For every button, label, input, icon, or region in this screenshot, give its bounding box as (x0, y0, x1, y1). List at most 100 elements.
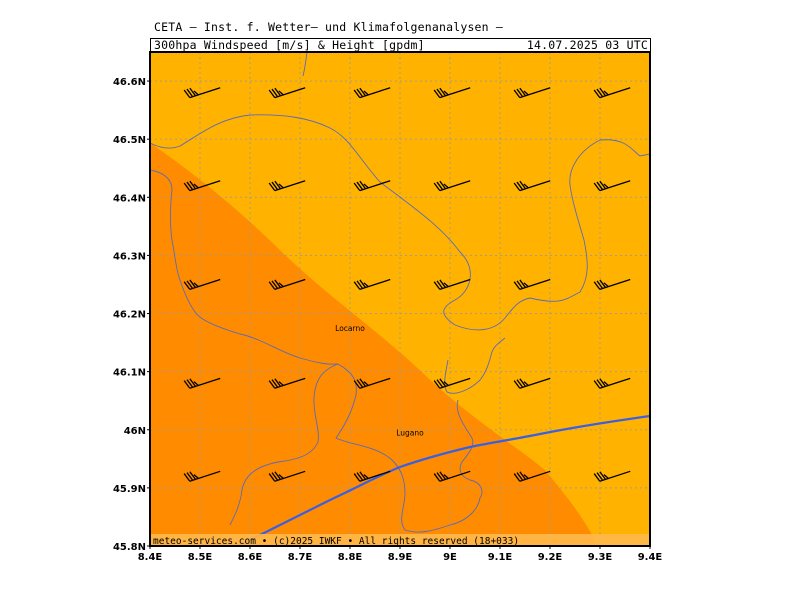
border-ticino-west (150, 169, 339, 365)
wind-barb (353, 87, 391, 99)
barb-feather (516, 280, 524, 289)
wind-barb (353, 278, 391, 291)
barb-feather (596, 181, 604, 191)
wind-barb (433, 180, 471, 192)
barb-feather (603, 90, 609, 96)
barb-feather (599, 378, 607, 387)
barb-feather (439, 87, 447, 97)
wind-barb (268, 278, 306, 291)
barb-feather (523, 183, 529, 189)
barb-feather (278, 90, 284, 96)
lat-lon-grid (150, 52, 650, 546)
barb-feather (274, 87, 282, 97)
wind-barb (433, 470, 471, 482)
barb-feather (356, 472, 364, 481)
lat-tick-label: 46.4N (113, 193, 146, 204)
lat-tick-label: 46.2N (113, 310, 146, 321)
barb-feather (519, 180, 527, 190)
lon-tick-label: 8.6E (238, 552, 263, 563)
barb-feather (193, 282, 199, 288)
barb-feather (363, 183, 369, 189)
lon-tick-label: 8.8E (338, 552, 363, 563)
lat-tick-label: 46N (124, 426, 146, 437)
barb-feather (271, 181, 279, 191)
wind-barbs (183, 87, 631, 482)
barb-feather (186, 472, 194, 481)
barb-feather (363, 381, 369, 386)
barb-feather (353, 182, 361, 192)
product-label: 300hpa_Windspeed_[m/s]_&_Height_[gpdm] (154, 38, 425, 52)
lon-tick-label: 8.9E (388, 552, 413, 563)
wind-barb (268, 87, 306, 99)
barb-feather (433, 473, 441, 482)
footer-band (150, 534, 650, 546)
wind-barb (513, 180, 551, 192)
barb-feather (356, 379, 364, 388)
barb-feather (519, 279, 527, 288)
barb-feather (516, 88, 524, 98)
barb-feather (593, 281, 601, 290)
barb-feather (183, 182, 191, 192)
height-contour-line (237, 414, 650, 546)
barb-feather (443, 90, 449, 96)
barb-feather (516, 379, 524, 388)
country-borders (150, 52, 650, 533)
barb-feather (193, 381, 199, 386)
barb-feather (439, 180, 447, 190)
wind-barb (268, 180, 306, 192)
wind-barb (593, 278, 631, 291)
barb-feather (593, 89, 601, 99)
city-markers: Locarno Lugano (335, 324, 424, 438)
barb-feather (183, 380, 191, 389)
barb-feather (353, 380, 361, 389)
barb-feather (603, 474, 609, 479)
wind-barb (183, 377, 221, 389)
barb-feather (189, 471, 197, 480)
institute-title: CETA – Inst. f. Wetter– und Klimafolgena… (154, 20, 504, 34)
lat-tick-label: 46.1N (113, 368, 146, 379)
barb-feather (513, 473, 521, 482)
barb-feather (443, 183, 449, 189)
credit-line: meteo-services.com • (c)2025 IWKF • All … (153, 536, 519, 547)
barb-feather (363, 90, 369, 96)
barb-feather (189, 180, 197, 190)
wind-barb (268, 470, 306, 482)
wind-barb (593, 180, 631, 192)
barb-feather (271, 472, 279, 481)
wind-barb (183, 87, 221, 99)
barb-feather (519, 87, 527, 97)
barb-feather (183, 281, 191, 290)
barb-feather (519, 471, 527, 480)
border-lugano-region (335, 363, 483, 533)
wind-barb (513, 87, 551, 99)
wind-barb (353, 470, 391, 482)
barb-feather (268, 281, 276, 290)
lat-tick-label: 45.8N (113, 542, 146, 553)
subtitle-bar (150, 38, 651, 53)
wind-barb (183, 470, 221, 482)
barb-feather (359, 378, 367, 387)
longitude-tick-labels: 8.4E 8.5E 8.6E 8.7E 8.8E 8.9E 9E 9.1E 9.2E 9.3E 9.… (138, 546, 662, 563)
wind-barb (593, 470, 631, 482)
barb-feather (593, 473, 601, 482)
lon-tick-label: 9E (443, 552, 457, 563)
lon-tick-label: 8.7E (288, 552, 313, 563)
wind-barb (268, 377, 306, 389)
barb-feather (433, 89, 441, 99)
barb-feather (436, 472, 444, 481)
border-swiss-north (150, 114, 650, 331)
lat-tick-label: 46.6N (113, 77, 146, 88)
barb-feather (278, 282, 284, 288)
barb-feather (271, 379, 279, 388)
barb-feather (516, 181, 524, 191)
wind-barb (433, 278, 471, 291)
wind-barb (513, 470, 551, 482)
barb-feather (278, 474, 284, 479)
valid-time: 14.07.2025 03 UTC (526, 38, 648, 52)
barb-feather (436, 181, 444, 191)
barb-feather (603, 282, 609, 288)
lon-tick-label: 9.2E (538, 552, 563, 563)
barb-feather (186, 379, 194, 388)
